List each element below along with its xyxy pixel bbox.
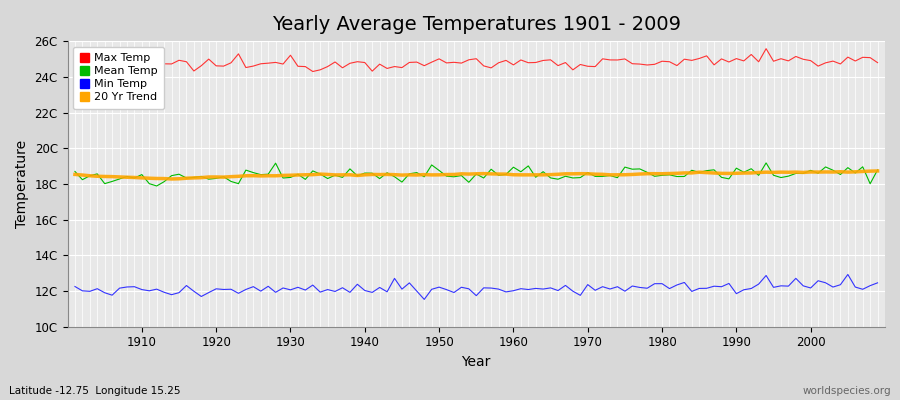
Y-axis label: Temperature: Temperature bbox=[15, 140, 29, 228]
Legend: Max Temp, Mean Temp, Min Temp, 20 Yr Trend: Max Temp, Mean Temp, Min Temp, 20 Yr Tre… bbox=[73, 47, 165, 109]
Title: Yearly Average Temperatures 1901 - 2009: Yearly Average Temperatures 1901 - 2009 bbox=[272, 15, 680, 34]
Text: Latitude -12.75  Longitude 15.25: Latitude -12.75 Longitude 15.25 bbox=[9, 386, 181, 396]
X-axis label: Year: Year bbox=[462, 355, 491, 369]
Text: worldspecies.org: worldspecies.org bbox=[803, 386, 891, 396]
